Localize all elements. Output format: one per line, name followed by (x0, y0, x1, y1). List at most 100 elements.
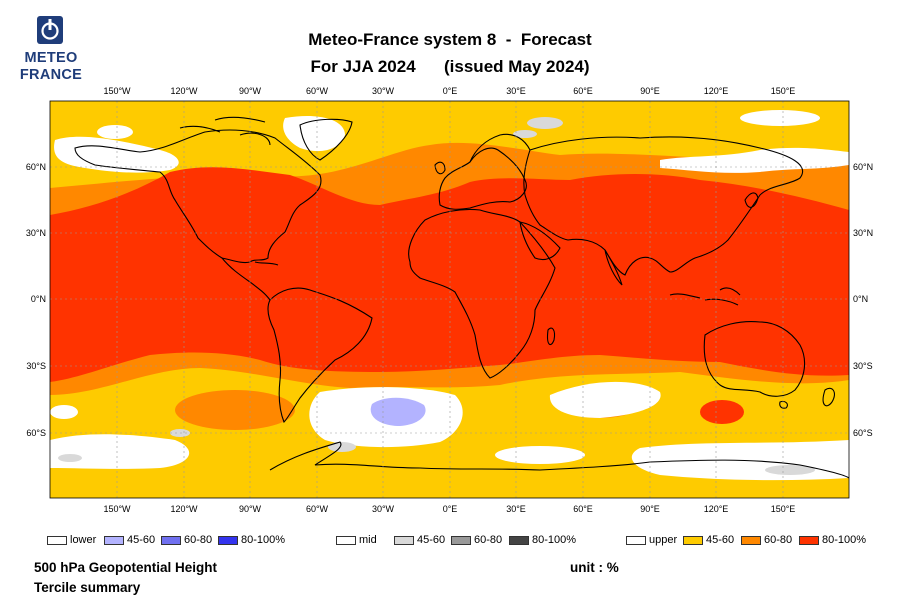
legend-swatch (626, 535, 646, 545)
legend-label: lower (70, 534, 97, 546)
region-orange-patch-south (175, 390, 295, 430)
coast-india (604, 249, 623, 286)
legend-label: 45-60 (706, 534, 735, 546)
legend-lower-bin-1: 45-60 (104, 534, 155, 546)
lon-label-top: 30°E (506, 86, 526, 96)
legend-upper: upper 45-60 60-80 80-100% (626, 534, 896, 548)
legend-lower-key: lower (47, 534, 96, 546)
legend-swatch (161, 535, 181, 545)
lon-label-bottom: 150°W (103, 504, 131, 514)
meteo-france-logo: METEO FRANCE (16, 16, 86, 88)
legend-swatch (509, 535, 529, 545)
lon-label-top: 120°W (170, 86, 198, 96)
lon-label-top: 90°W (239, 86, 262, 96)
coast-australia (703, 321, 806, 397)
coast-madagascar (547, 327, 556, 346)
coast-arabia (519, 221, 561, 261)
legend-label: 80-100% (822, 534, 867, 546)
coast-europe (438, 147, 527, 210)
coast-north-america (74, 129, 322, 264)
legend-mid-bin-2: 60-80 (451, 534, 502, 546)
region-red-patch-australia (700, 400, 744, 424)
legend-label: mid (359, 534, 377, 546)
region-red-band (50, 167, 849, 382)
legend-mid-key: mid (336, 534, 377, 546)
lat-label-left: 30°N (26, 228, 46, 238)
region-white-antarctic-west (50, 434, 190, 469)
legend-swatch (336, 535, 356, 545)
lon-label-top: 90°E (640, 86, 660, 96)
legend-label: 80-100% (241, 534, 286, 546)
lat-label-right: 0°N (853, 294, 868, 304)
lon-label-top: 0°E (443, 86, 458, 96)
legend-upper-bin-3: 80-100% (799, 534, 866, 546)
coast-indonesia (669, 287, 741, 306)
lat-labels-left: 60°N 30°N 0°N 30°S 60°S (26, 162, 46, 438)
legend-upper-bin-2: 60-80 (741, 534, 792, 546)
coast-asia (523, 136, 803, 276)
legend-swatch (683, 535, 703, 545)
legend-label: 60-80 (474, 534, 503, 546)
lon-label-bottom: 0°E (443, 504, 458, 514)
coast-tasmania (779, 400, 788, 409)
region-white-greenland (283, 115, 345, 152)
lon-label-bottom: 120°E (704, 504, 729, 514)
graticule (50, 101, 849, 498)
legend-swatch (218, 535, 238, 545)
lon-label-top: 120°E (704, 86, 729, 96)
chart-title-line1: Meteo-France system 8 - Forecast (308, 30, 592, 49)
legend-label: 60-80 (184, 534, 213, 546)
legend-mid-bin-3: 80-100% (509, 534, 576, 546)
region-grey-6 (58, 454, 82, 462)
coast-japan (744, 192, 759, 208)
coast-caribbean (254, 261, 279, 266)
lat-label-left: 60°N (26, 162, 46, 172)
legend-label: 45-60 (417, 534, 446, 546)
lon-label-bottom: 30°W (372, 504, 395, 514)
logo-mark-icon (37, 16, 63, 44)
unit-label: unit : % (570, 560, 619, 575)
lon-label-bottom: 150°E (771, 504, 796, 514)
region-grey-2 (513, 130, 537, 138)
lon-label-top: 150°E (771, 86, 796, 96)
legend-swatch (451, 535, 471, 545)
lon-label-bottom: 30°E (506, 504, 526, 514)
lon-labels-top: 150°W 120°W 90°W 60°W 30°W 0°E 30°E 60°E… (103, 86, 795, 96)
map-fill-layer (50, 101, 849, 498)
legend-lower: lower 45-60 60-80 80-100% (47, 534, 307, 548)
region-white-arctic-mid (97, 125, 133, 139)
chart-title-line2: For JJA 2024 (issued May 2024) (310, 57, 590, 76)
lon-label-bottom: 90°W (239, 504, 262, 514)
lat-label-right: 60°S (853, 428, 873, 438)
lon-label-bottom: 60°W (306, 504, 329, 514)
legend-mid-bin-1: 45-60 (394, 534, 445, 546)
region-grey-1 (527, 117, 563, 129)
coast-antarctica (269, 441, 849, 479)
map-frame (49, 100, 850, 499)
region-grey-3 (328, 442, 356, 452)
logo-text-france: FRANCE (19, 67, 83, 83)
lat-label-left: 60°S (26, 428, 46, 438)
coast-south-america (267, 287, 373, 423)
lat-label-right: 60°N (853, 162, 873, 172)
legend-label: upper (649, 534, 678, 546)
coast-greenland (299, 118, 353, 161)
lon-label-top: 30°W (372, 86, 395, 96)
lon-label-top: 150°W (103, 86, 131, 96)
region-white-south-indian (549, 381, 661, 418)
legend-swatch (799, 535, 819, 545)
coast-africa (408, 208, 556, 379)
lon-labels-bottom: 150°W 120°W 90°W 60°W 30°W 0°E 30°E 60°E… (103, 504, 795, 514)
region-lightblue-lower (370, 397, 426, 426)
legend-upper-bin-1: 45-60 (683, 534, 734, 546)
lon-label-bottom: 60°E (573, 504, 593, 514)
coastlines (74, 116, 849, 479)
legend-mid: mid 45-60 60-80 80-100% (336, 534, 596, 548)
legend-swatch (47, 535, 67, 545)
region-grey-5 (765, 465, 815, 475)
variable-label: 500 hPa Geopotential Height (34, 560, 218, 575)
legend-lower-bin-3: 80-100% (218, 534, 285, 546)
lat-label-right: 30°N (853, 228, 873, 238)
legend-swatch (104, 535, 124, 545)
